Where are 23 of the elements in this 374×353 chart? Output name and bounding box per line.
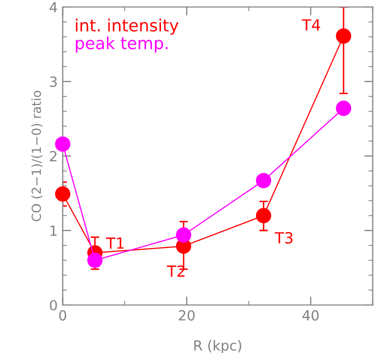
text: peak temp. (76, 36, 168, 53)
y-tick-label: 4 (50, 2, 58, 12)
point (55, 186, 70, 202)
point (55, 136, 70, 152)
y-tick-label: 1 (50, 226, 57, 236)
point (87, 252, 103, 268)
y-axis-title: CO (2−1)/(1−0) ratio (31, 90, 42, 222)
annotation: T3 (274, 232, 293, 244)
annotation: T4 (302, 19, 320, 30)
point (256, 172, 272, 188)
annotation: T1 (106, 238, 124, 249)
y-tick-label: 2 (50, 150, 56, 162)
point (336, 100, 352, 116)
point (336, 28, 352, 44)
x-tick-label: 20 (178, 310, 195, 321)
y-tick-label: 0 (50, 300, 57, 310)
point (256, 208, 272, 224)
y-tick-label: 3 (50, 76, 57, 87)
x-tick-label: 0 (59, 310, 66, 321)
x-axis-title: R (kpc) (194, 340, 242, 353)
point (176, 227, 192, 243)
text: int. intensity (76, 18, 178, 35)
x-tick-label: 40 (302, 310, 319, 321)
